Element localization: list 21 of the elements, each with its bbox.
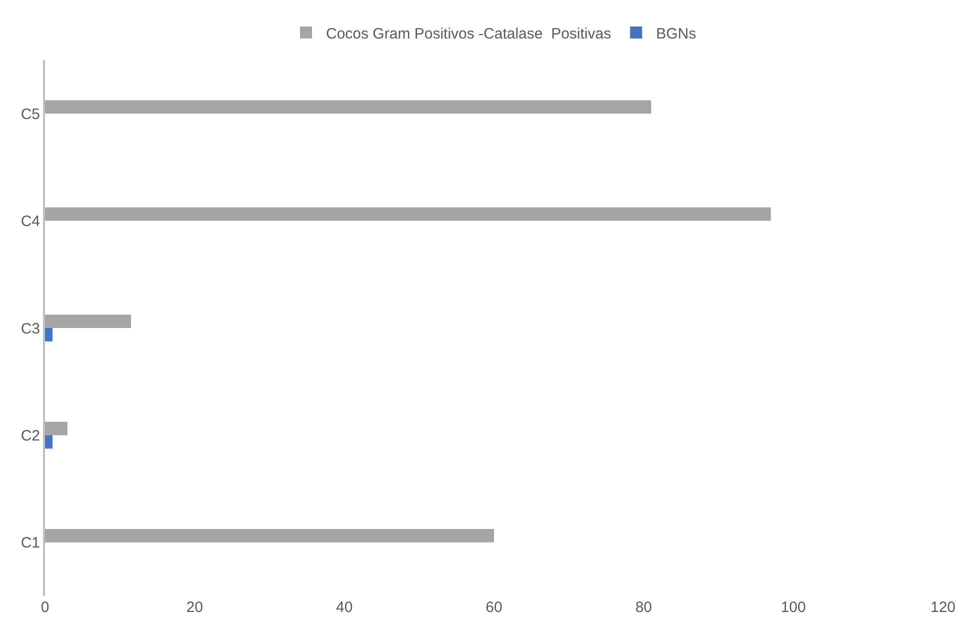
x-tick-label: 20 bbox=[186, 599, 204, 616]
bar bbox=[45, 207, 771, 221]
x-tick-label: 0 bbox=[40, 599, 50, 616]
x-tick-label: 120 bbox=[930, 599, 956, 616]
y-tick-label: C1 bbox=[20, 534, 40, 552]
y-tick-label: C5 bbox=[20, 106, 40, 123]
x-tick-label: 100 bbox=[780, 599, 806, 616]
x-tick-label: 80 bbox=[635, 599, 652, 616]
y-tick-label: C3 bbox=[20, 320, 40, 338]
bar bbox=[45, 314, 132, 328]
bar bbox=[45, 422, 68, 436]
x-tick-label: 40 bbox=[336, 599, 353, 616]
legend-label: BGNs bbox=[656, 25, 696, 42]
x-tick-label: 60 bbox=[486, 599, 502, 616]
bar bbox=[45, 100, 652, 114]
legend-label: Cocos Gram Positivos -Catalase Positivas bbox=[326, 25, 612, 42]
y-tick-label: C2 bbox=[20, 427, 40, 444]
bar bbox=[45, 529, 494, 542]
y-tick-label: C4 bbox=[20, 213, 40, 230]
bar bbox=[45, 328, 52, 342]
bar bbox=[45, 435, 52, 449]
